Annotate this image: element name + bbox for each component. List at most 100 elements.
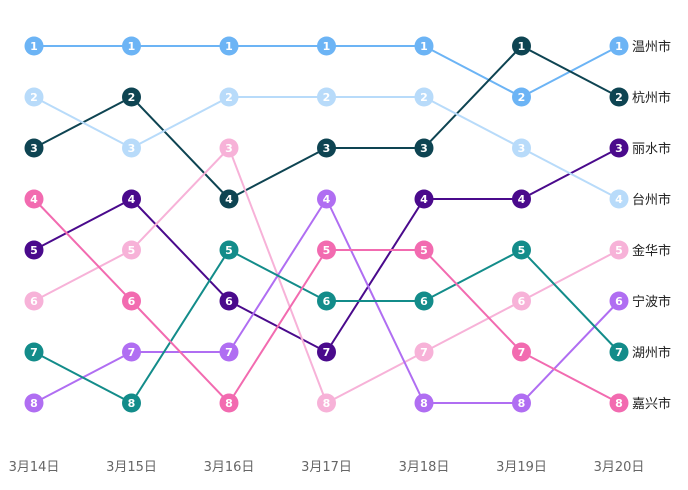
data-point-marker [512, 36, 531, 56]
series-end-label: 宁波市 [632, 294, 671, 310]
data-point[interactable]: 1 [414, 36, 434, 56]
data-point-marker [512, 240, 531, 260]
data-point-marker [219, 189, 239, 209]
data-point[interactable]: 7 [122, 342, 141, 362]
rank-label: 2 [323, 91, 331, 104]
data-point-marker [122, 36, 141, 56]
data-point[interactable]: 3 [609, 138, 629, 158]
data-point[interactable]: 7 [414, 342, 434, 362]
data-point[interactable]: 4 [122, 189, 141, 209]
data-point-marker [609, 138, 629, 158]
data-point[interactable]: 2 [122, 87, 141, 107]
data-point[interactable]: 6 [219, 291, 239, 311]
data-point[interactable]: 1 [122, 36, 141, 56]
rank-label: 4 [225, 193, 233, 206]
series-end-label: 温州市 [632, 39, 671, 55]
data-point[interactable]: 3 [122, 138, 141, 158]
data-point[interactable]: 2 [219, 87, 239, 107]
rank-label: 7 [30, 346, 38, 359]
data-point[interactable]: 8 [122, 393, 141, 413]
data-point[interactable]: 7 [24, 342, 44, 362]
data-point[interactable]: 5 [317, 240, 336, 260]
data-point-marker [414, 138, 434, 158]
data-point[interactable]: 1 [219, 36, 239, 56]
data-point[interactable]: 8 [219, 393, 239, 413]
data-point[interactable]: 4 [512, 189, 531, 209]
data-point[interactable]: 8 [414, 393, 434, 413]
data-point[interactable]: 6 [24, 291, 44, 311]
data-point-marker [317, 189, 336, 209]
data-point[interactable]: 2 [317, 87, 336, 107]
data-point[interactable]: 5 [219, 240, 239, 260]
rank-label: 6 [518, 295, 526, 308]
rank-label: 2 [128, 91, 136, 104]
rank-label: 3 [225, 142, 233, 155]
rank-label: 4 [30, 193, 38, 206]
data-point[interactable]: 4 [24, 189, 44, 209]
data-point[interactable]: 8 [24, 393, 44, 413]
data-point[interactable]: 1 [609, 36, 629, 56]
data-point[interactable]: 2 [24, 87, 44, 107]
data-point[interactable]: 4 [414, 189, 434, 209]
rank-label: 6 [615, 295, 623, 308]
rank-label: 8 [225, 397, 233, 410]
data-point[interactable]: 2 [512, 87, 531, 107]
rank-label: 7 [225, 346, 233, 359]
data-point[interactable]: 6 [317, 291, 336, 311]
data-point[interactable]: 5 [609, 240, 629, 260]
data-point[interactable]: 1 [317, 36, 336, 56]
data-point[interactable]: 8 [512, 393, 531, 413]
rank-label: 1 [420, 40, 428, 53]
data-point[interactable]: 8 [317, 393, 336, 413]
data-point-marker [317, 393, 336, 413]
data-point[interactable]: 6 [414, 291, 434, 311]
data-point[interactable]: 3 [219, 138, 239, 158]
series-points: 1 1 1 1 1 2 1 3 2 4 3 3 1 2 5 4 6 7 4 4 3 2 3 2 2 2 3 4 6 5 3 8 7 6 5 8 7 7 4 8… [24, 36, 629, 413]
rank-label: 3 [615, 142, 623, 155]
data-point-marker [512, 138, 531, 158]
data-point[interactable]: 3 [317, 138, 336, 158]
data-point[interactable]: 1 [24, 36, 44, 56]
rank-label: 8 [128, 397, 136, 410]
data-point[interactable]: 4 [317, 189, 336, 209]
data-point[interactable]: 6 [512, 291, 531, 311]
data-point-marker [317, 342, 336, 362]
data-point-marker [414, 189, 434, 209]
rank-label: 7 [128, 346, 136, 359]
data-point-marker [24, 291, 44, 311]
data-point[interactable]: 1 [512, 36, 531, 56]
data-point[interactable]: 4 [219, 189, 239, 209]
data-point[interactable]: 5 [122, 240, 141, 260]
data-point[interactable]: 6 [609, 291, 629, 311]
data-point[interactable]: 5 [24, 240, 44, 260]
data-point-marker [414, 342, 434, 362]
rank-label: 8 [615, 397, 623, 410]
data-point[interactable]: 7 [317, 342, 336, 362]
data-point-marker [414, 87, 434, 107]
data-point-marker [609, 36, 629, 56]
series-line-4 [33, 146, 620, 405]
data-point-marker [122, 138, 141, 158]
data-point-marker [414, 36, 434, 56]
data-point[interactable]: 7 [512, 342, 531, 362]
data-point[interactable]: 7 [609, 342, 629, 362]
data-point[interactable]: 8 [609, 393, 629, 413]
data-point[interactable]: 3 [24, 138, 44, 158]
data-point[interactable]: 4 [609, 189, 629, 209]
data-point[interactable]: 5 [414, 240, 434, 260]
data-point[interactable]: 5 [512, 240, 531, 260]
data-point[interactable]: 3 [414, 138, 434, 158]
rank-label: 3 [518, 142, 526, 155]
data-point[interactable]: 2 [414, 87, 434, 107]
rank-label: 1 [128, 40, 136, 53]
rank-label: 2 [518, 91, 526, 104]
data-point[interactable]: 3 [512, 138, 531, 158]
data-point-marker [24, 36, 44, 56]
data-point-marker [414, 393, 434, 413]
rank-label: 3 [30, 142, 38, 155]
data-point[interactable]: 2 [609, 87, 629, 107]
data-point[interactable]: 7 [219, 342, 239, 362]
data-point[interactable]: 6 [122, 291, 141, 311]
